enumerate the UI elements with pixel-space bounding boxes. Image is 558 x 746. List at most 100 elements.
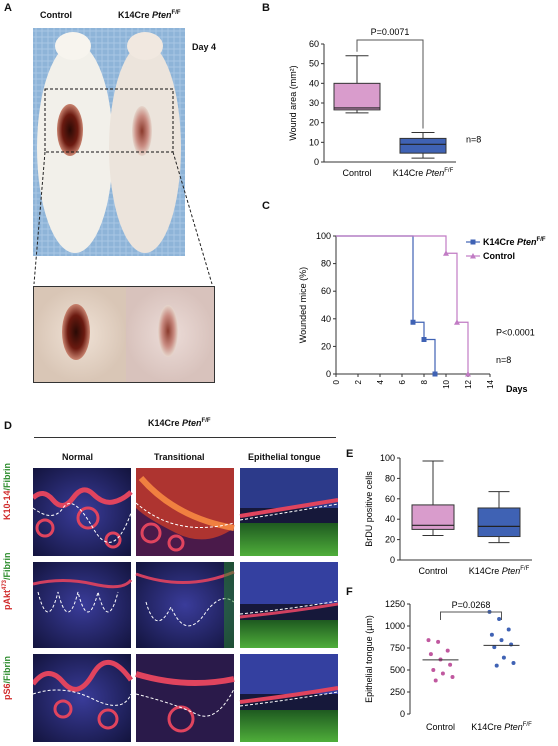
panel-a-mutant-label: K14Cre PtenF/F: [118, 10, 181, 20]
panel-b-letter: B: [262, 2, 270, 14]
data-point: [492, 645, 497, 650]
legend-marker-triangle: [470, 253, 476, 259]
y-tick-label: 80: [321, 259, 331, 269]
p-value-label: P=0.0268: [452, 600, 491, 610]
y-tick-label: 0: [390, 555, 395, 565]
panel-d-letter: D: [4, 420, 12, 432]
data-point: [426, 638, 431, 643]
y-tick-label: 0: [314, 157, 319, 167]
mouse-photo: [33, 28, 185, 256]
panel-c-letter: C: [262, 200, 270, 212]
n-label: n=8: [466, 134, 481, 144]
x-tick-label: 12: [464, 379, 473, 388]
p-value-label: P<0.0001: [496, 327, 535, 337]
panel-a-day-label: Day 4: [192, 42, 217, 52]
tile-k10-normal: [33, 468, 133, 556]
panel-c-chart: 0 20 40 60 80 100 0 2 4 6 8 10 12 14 Days Wounded mice …: [298, 231, 546, 394]
data-point: [450, 675, 455, 680]
panel-e-chart: 0 20 40 60 80 100 BrDU positive cells Control K1…: [364, 453, 532, 576]
y-tick-label: 1250: [385, 599, 405, 609]
histology-grid: [33, 468, 338, 742]
y-axis-label: BrDU positive cells: [364, 471, 374, 547]
n-label: n=8: [496, 355, 511, 365]
data-point: [506, 627, 511, 632]
y-tick-label: 20: [309, 118, 319, 128]
y-tick-label: 60: [385, 494, 395, 504]
y-axis-label: Wound area (mm²): [288, 65, 298, 140]
y-tick-label: 20: [385, 535, 395, 545]
panel-f-chart: 0 250 500 750 1000 1250 Epithelial tongue (µm)…: [364, 599, 532, 732]
y-tick-label: 750: [390, 643, 405, 653]
data-point: [494, 663, 499, 668]
x-tick-label: 6: [398, 379, 407, 384]
x-tick-label: 2: [354, 379, 363, 384]
y-tick-label: 80: [385, 473, 395, 483]
panel-f-letter: F: [346, 586, 353, 598]
data-point: [448, 662, 453, 667]
data-point: [433, 678, 438, 683]
x-category-label: Control: [418, 566, 447, 576]
y-tick-label: 60: [309, 39, 319, 49]
legend-marker-square: [470, 239, 476, 245]
y-tick-label: 10: [309, 137, 319, 147]
tile-ps6-epithelial-tongue: [239, 654, 338, 742]
x-tick-label: 8: [420, 379, 429, 384]
data-point: [445, 648, 450, 653]
tile-ps6-normal: [33, 654, 134, 742]
y-axis-label: Wounded mice (%): [298, 267, 308, 343]
y-tick-label: 40: [321, 314, 331, 324]
panel-d-title: K14Cre PtenF/F: [148, 418, 211, 428]
data-point: [440, 671, 445, 676]
data-point: [501, 655, 506, 660]
zoom-guide-lines: [33, 151, 213, 285]
series-line-mutant: [336, 235, 436, 374]
x-category-label: K14Cre PtenF/F: [471, 722, 532, 732]
data-point: [489, 632, 494, 637]
data-point: [428, 652, 433, 657]
row-label-ps6: pS6/Fibrin: [2, 655, 12, 700]
y-tick-label: 500: [390, 665, 405, 675]
y-tick-label: 50: [309, 59, 319, 69]
tile-ps6-transitional: [135, 654, 235, 742]
x-category-label: K14Cre PtenF/F: [469, 566, 530, 576]
y-tick-label: 1000: [385, 621, 405, 631]
y-tick-label: 20: [321, 341, 331, 351]
x-tick-label: 14: [486, 379, 495, 388]
data-marker-square: [421, 337, 427, 342]
data-point: [511, 660, 516, 665]
data-marker-triangle: [454, 319, 460, 325]
tile-k10-transitional: [135, 468, 235, 556]
x-category-label: Control: [426, 722, 455, 732]
data-marker-square: [432, 371, 438, 377]
panel-a-control-label: Control: [40, 10, 72, 20]
box: [477, 507, 521, 538]
row-label-k10-14: K10-14/Fibrin: [2, 462, 12, 520]
p-value-label: P=0.0071: [371, 27, 410, 37]
panel-e-letter: E: [346, 448, 354, 460]
y-tick-label: 250: [390, 687, 405, 697]
tile-pakt-normal: [33, 562, 133, 648]
column-transitional: Transitional: [154, 452, 205, 462]
wound-closeup-photo: [33, 286, 215, 383]
data-marker-square: [410, 319, 416, 325]
column-normal: Normal: [62, 452, 94, 462]
y-tick-label: 100: [316, 231, 331, 241]
y-tick-label: 40: [309, 78, 319, 88]
x-tick-label: 10: [442, 379, 451, 388]
y-tick-label: 60: [321, 286, 331, 296]
panel-a-letter: A: [4, 2, 12, 14]
row-label-pakt: pAkt473/Fibrin: [2, 552, 12, 610]
x-category-label: K14Cre PtenF/F: [393, 168, 454, 178]
x-category-label: Control: [342, 168, 371, 178]
y-tick-label: 0: [326, 369, 331, 379]
y-axis-label: Epithelial tongue (µm): [364, 615, 374, 703]
panel-d-title-rule: [34, 437, 336, 438]
data-point: [436, 639, 441, 644]
significance-bracket: [356, 39, 424, 129]
y-tick-label: 30: [309, 98, 319, 108]
y-tick-label: 100: [380, 453, 395, 463]
box: [333, 82, 381, 111]
data-point: [431, 668, 436, 672]
significance-bracket: [440, 611, 502, 620]
data-point: [509, 642, 514, 647]
